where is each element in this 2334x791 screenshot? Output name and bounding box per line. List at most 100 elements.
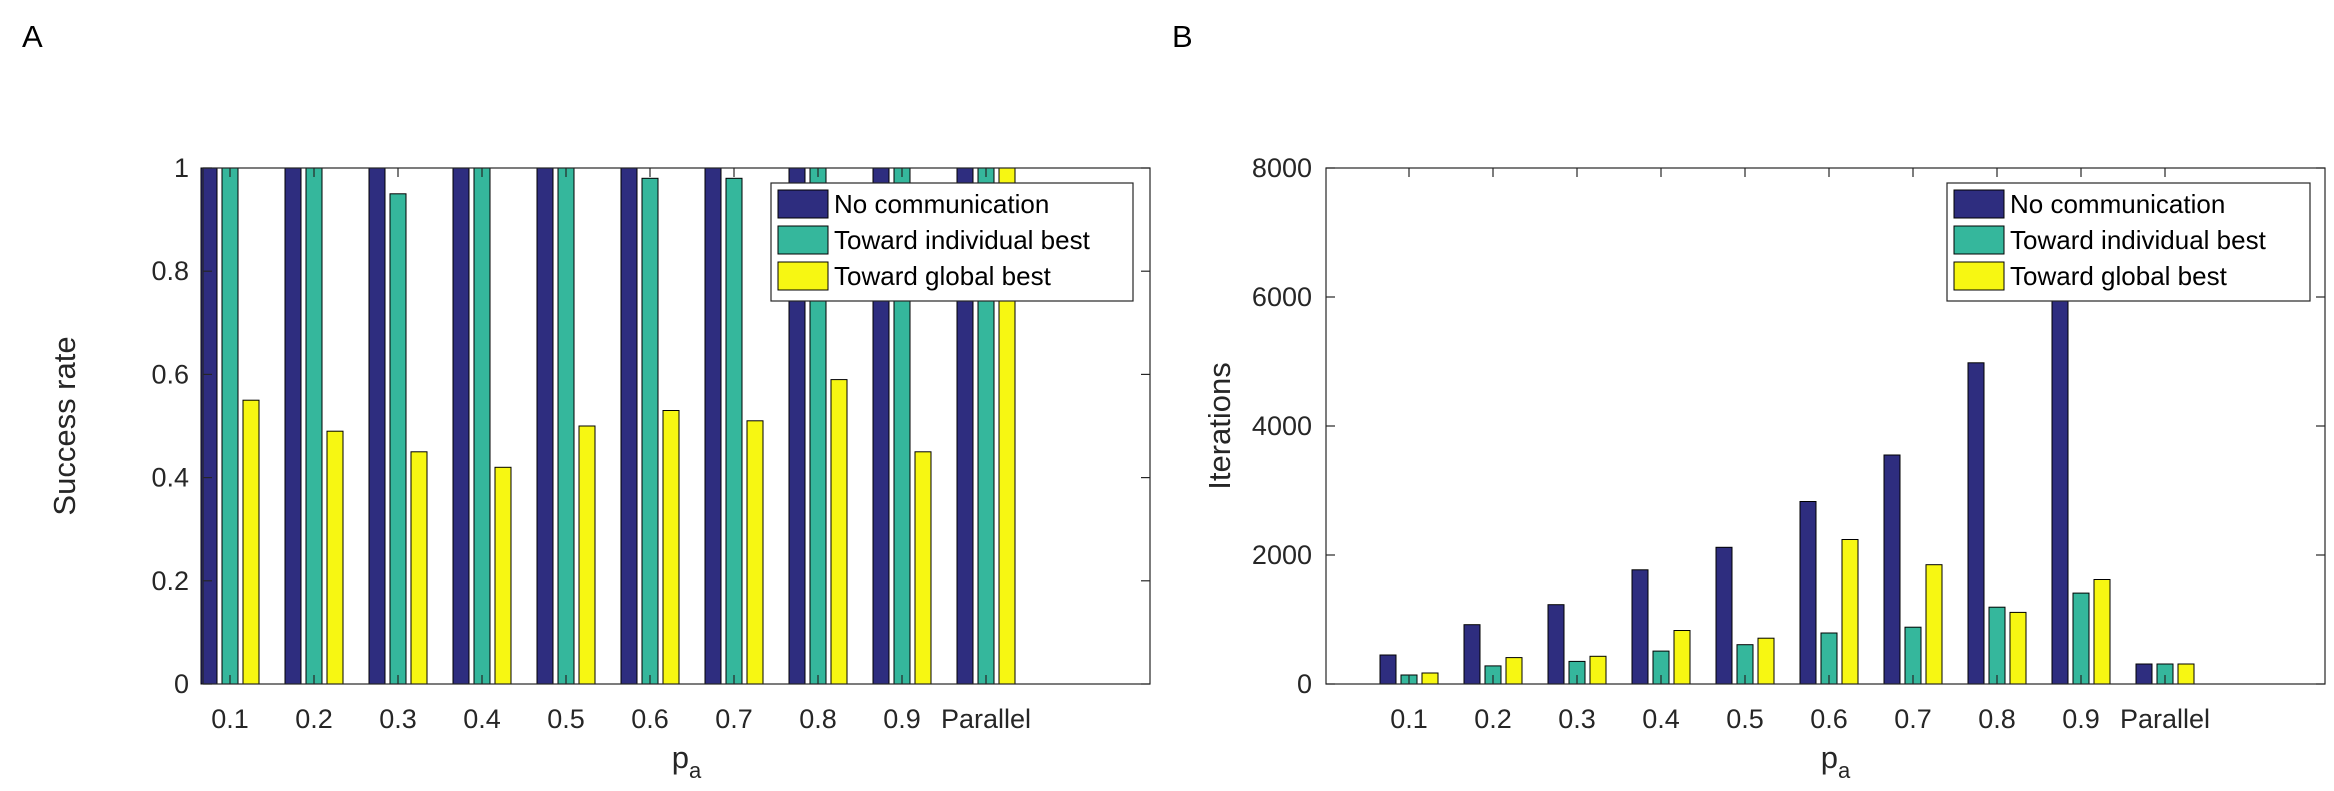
legend-swatch	[777, 261, 829, 291]
y-tick-label: 8000	[1252, 153, 1312, 183]
bar-no-communication-1	[1463, 624, 1481, 685]
bar-no-communication-5	[1799, 501, 1817, 685]
y-tick-label: 2000	[1252, 540, 1312, 570]
bar-global-best-4	[1757, 637, 1775, 685]
x-tick-label: 0.8	[1978, 704, 2016, 734]
legend-swatch	[1953, 225, 2005, 255]
bar-individual-best-4	[557, 167, 575, 685]
bar-global-best-3	[1673, 630, 1691, 685]
x-tick-label: 0.7	[715, 704, 753, 734]
legend: No communication Toward individual best To…	[1946, 182, 2311, 302]
bar-individual-best-3	[473, 167, 491, 685]
bar-no-communication-5	[620, 167, 638, 685]
bar-no-communication-4	[536, 167, 554, 685]
x-tick-label: 0.3	[1558, 704, 1596, 734]
x-tick-label: 0.8	[799, 704, 837, 734]
legend-entry: Toward global best	[2010, 261, 2228, 291]
legend-swatch	[1953, 261, 2005, 291]
bar-individual-best-0	[221, 167, 239, 685]
y-tick-label: 0.8	[151, 256, 189, 286]
bar-global-best-2	[410, 451, 428, 685]
bar-no-communication-6	[1883, 454, 1901, 685]
bar-global-best-1	[326, 430, 344, 685]
bar-global-best-6	[746, 420, 764, 685]
bar-no-communication-1	[284, 167, 302, 685]
bar-individual-best-2	[389, 193, 407, 685]
legend-box	[1946, 182, 2311, 302]
x-tick-label: 0.5	[547, 704, 585, 734]
y-tick-label: 0.2	[151, 566, 189, 596]
bar-no-communication-7	[1967, 362, 1985, 685]
y-tick-label: 0.4	[151, 463, 189, 493]
bar-global-best-9	[2177, 663, 2195, 685]
bar-no-communication-2	[368, 167, 386, 685]
panel-label: B	[1172, 19, 1193, 54]
panel-label: A	[22, 19, 43, 54]
bar-individual-best-7	[1988, 606, 2006, 685]
bar-no-communication-2	[1547, 604, 1565, 685]
bar-global-best-0	[1421, 672, 1439, 685]
y-tick-label: 0.6	[151, 359, 189, 389]
bar-no-communication-6	[704, 167, 722, 685]
bar-global-best-5	[662, 410, 680, 685]
bar-global-best-6	[1925, 564, 1943, 685]
x-tick-label: Parallel	[941, 704, 1031, 734]
bar-global-best-7	[2009, 611, 2027, 685]
x-tick-label: 0.4	[463, 704, 501, 734]
x-tick-label: 0.3	[379, 704, 417, 734]
bar-no-communication-9	[2135, 663, 2153, 685]
legend-swatch	[1953, 189, 2005, 219]
legend-entry: No communication	[2010, 189, 2225, 219]
x-tick-label: 0.9	[2062, 704, 2100, 734]
bar-no-communication-3	[452, 167, 470, 685]
x-tick-label: 0.7	[1894, 704, 1932, 734]
x-tick-label: 0.5	[1726, 704, 1764, 734]
bar-global-best-7	[830, 379, 848, 685]
legend: No communication Toward individual best To…	[770, 182, 1134, 302]
x-tick-label: 0.4	[1642, 704, 1680, 734]
legend-swatch	[777, 189, 829, 219]
legend-box	[770, 182, 1134, 302]
bar-global-best-1	[1505, 657, 1523, 685]
x-axis-label: pa	[1821, 740, 1851, 783]
y-tick-label: 6000	[1252, 282, 1312, 312]
legend-entry: No communication	[834, 189, 1049, 219]
bar-no-communication-8	[2051, 290, 2069, 685]
y-tick-label: 0	[174, 669, 189, 699]
bar-global-best-2	[1589, 655, 1607, 685]
y-tick-label: 1	[174, 153, 189, 183]
x-tick-label: 0.2	[1474, 704, 1512, 734]
legend-entry: Toward individual best	[834, 225, 1091, 255]
x-tick-label: 0.1	[211, 704, 249, 734]
bar-global-best-4	[578, 425, 596, 685]
x-axis-label: pa	[672, 740, 702, 783]
legend-entry: Toward global best	[834, 261, 1052, 291]
bar-global-best-0	[242, 399, 260, 685]
x-tick-label: 0.2	[295, 704, 333, 734]
bar-individual-best-8	[2072, 592, 2090, 685]
bar-global-best-8	[2093, 579, 2111, 685]
x-tick-label: Parallel	[2120, 704, 2210, 734]
y-tick-label: 4000	[1252, 411, 1312, 441]
legend-entry: Toward individual best	[2010, 225, 2267, 255]
x-tick-label: 0.9	[883, 704, 921, 734]
x-tick-label: 0.6	[1810, 704, 1848, 734]
chart-panel-a: A 0 0.2 0.4 0.6 0.8 1 0.1 0.2 0.3 0.4 0.5 0.6 0.7 0.8 0…	[22, 19, 1151, 783]
y-tick-label: 0	[1297, 669, 1312, 699]
bar-no-communication-3	[1631, 569, 1649, 685]
bar-individual-best-1	[305, 167, 323, 685]
y-axis-label: Success rate	[47, 336, 82, 515]
bar-global-best-8	[914, 451, 932, 685]
bar-no-communication-0	[1379, 654, 1397, 685]
bar-individual-best-6	[725, 177, 743, 685]
bar-global-best-5	[1841, 539, 1859, 685]
bar-no-communication-4	[1715, 546, 1733, 685]
x-tick-label: 0.1	[1390, 704, 1428, 734]
legend-swatch	[777, 225, 829, 255]
chart-panel-b: B 0 2000 4000 6000 8000 0.1 0.2 0.3 0.4 0.5 0.6 0.7 0…	[1172, 19, 2326, 783]
bar-global-best-3	[494, 466, 512, 685]
y-axis-label: Iterations	[1202, 362, 1237, 490]
x-tick-label: 0.6	[631, 704, 669, 734]
axes-box	[202, 167, 1151, 685]
